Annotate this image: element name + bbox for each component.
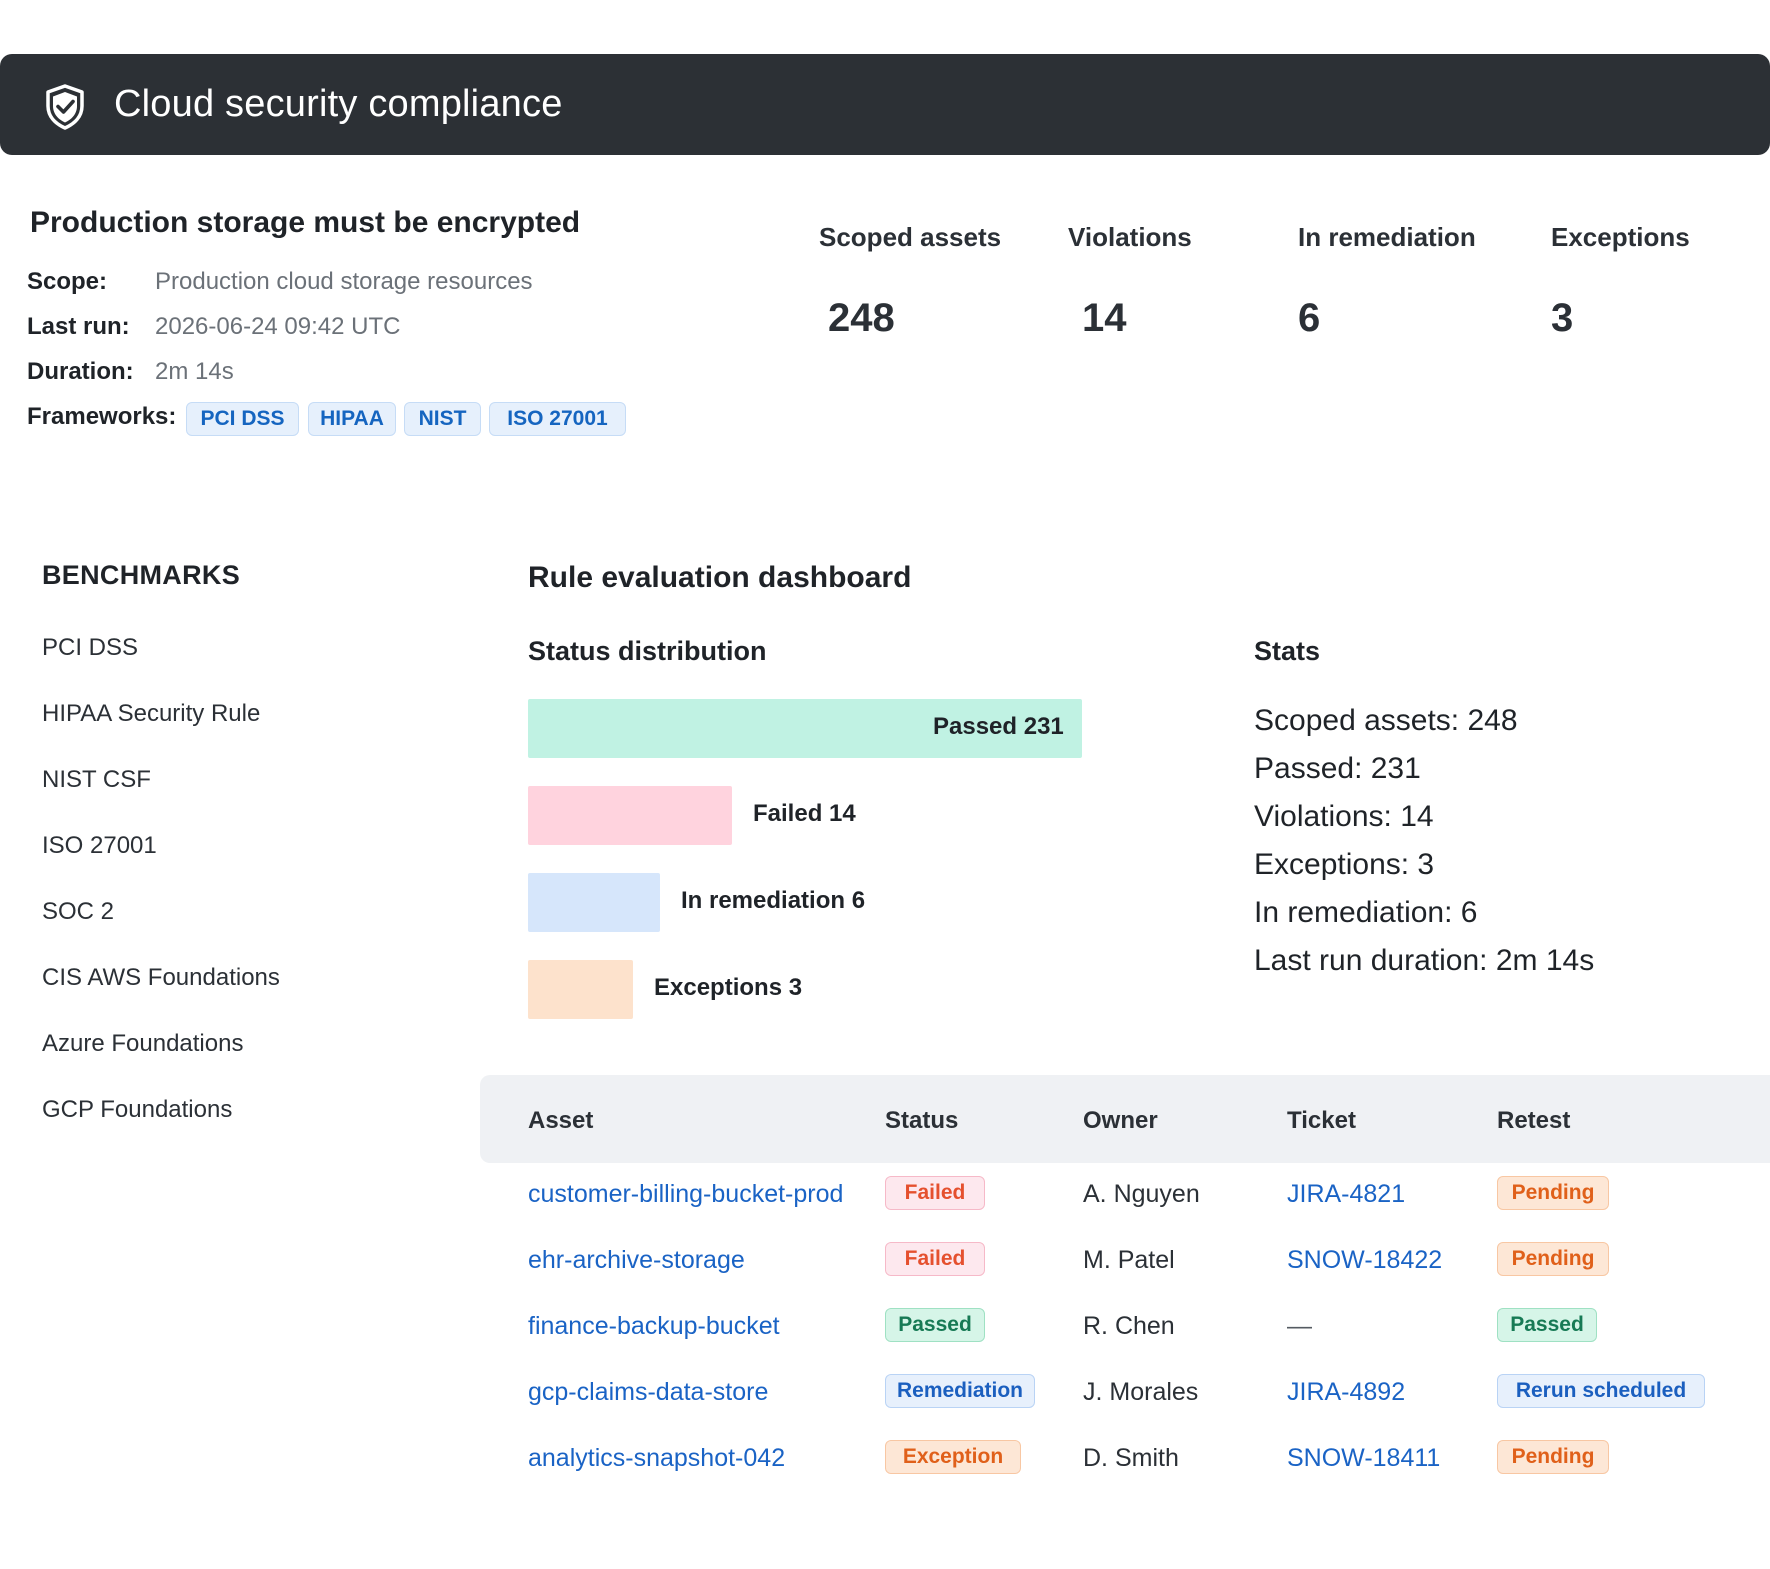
last-run-value: 2026-06-24 09:42 UTC xyxy=(155,313,401,340)
kpi-value: 6 xyxy=(1298,296,1321,340)
retest-badge: Pending xyxy=(1497,1242,1609,1276)
kpi-value: 3 xyxy=(1551,296,1574,340)
ticket-link[interactable]: SNOW-18422 xyxy=(1287,1246,1443,1274)
benchmark-item-gcp[interactable]: GCP Foundations xyxy=(42,1096,233,1123)
retest-badge: Pending xyxy=(1497,1176,1609,1210)
last-run-label: Last run: xyxy=(27,313,130,340)
stat-violations: Violations: 14 xyxy=(1254,800,1434,833)
asset-link[interactable]: ehr-archive-storage xyxy=(528,1246,745,1274)
column-header-owner[interactable]: Owner xyxy=(1083,1107,1158,1134)
benchmark-item-iso-27001[interactable]: ISO 27001 xyxy=(42,832,157,859)
framework-chip[interactable]: HIPAA xyxy=(308,402,396,436)
scope-value: Production cloud storage resources xyxy=(155,268,533,295)
owner-cell: R. Chen xyxy=(1083,1312,1175,1340)
benchmark-item-pci-dss[interactable]: PCI DSS xyxy=(42,634,139,661)
stat-last-run-duration: Last run duration: 2m 14s xyxy=(1254,944,1595,977)
shield-check-icon xyxy=(44,84,86,135)
bar-label-failed: Failed 14 xyxy=(753,800,856,827)
owner-cell: D. Smith xyxy=(1083,1444,1179,1472)
scope-label: Scope: xyxy=(27,268,108,295)
status-badge: Failed xyxy=(885,1176,985,1210)
stat-exceptions: Exceptions: 3 xyxy=(1254,848,1435,881)
framework-chip[interactable]: NIST xyxy=(404,402,481,436)
asset-link[interactable]: customer-billing-bucket-prod xyxy=(528,1180,844,1208)
status-badge: Passed xyxy=(885,1308,985,1342)
bar-failed xyxy=(528,786,732,845)
benchmark-item-nist-csf[interactable]: NIST CSF xyxy=(42,766,151,793)
owner-cell: J. Morales xyxy=(1083,1378,1199,1406)
duration-value: 2m 14s xyxy=(155,358,234,385)
status-badge: Failed xyxy=(885,1242,985,1276)
duration-label: Duration: xyxy=(27,358,134,385)
asset-link[interactable]: analytics-snapshot-042 xyxy=(528,1444,786,1472)
column-header-asset[interactable]: Asset xyxy=(528,1107,594,1134)
kpi-value: 248 xyxy=(828,296,895,340)
kpi-label: In remediation xyxy=(1298,222,1476,252)
owner-cell: M. Patel xyxy=(1083,1246,1175,1274)
bar-passed xyxy=(528,699,1082,758)
stat-passed: Passed: 231 xyxy=(1254,752,1421,785)
kpi-label: Exceptions xyxy=(1551,222,1690,252)
stat-scoped-assets: Scoped assets: 248 xyxy=(1254,704,1518,737)
kpi-label: Scoped assets xyxy=(819,222,1002,252)
app-header: Cloud security compliance xyxy=(0,54,1770,155)
dashboard-title: Rule evaluation dashboard xyxy=(528,561,912,594)
benchmark-item-azure[interactable]: Azure Foundations xyxy=(42,1030,244,1057)
bar-label-passed: Passed 231 xyxy=(933,713,1064,740)
ticket-cell-empty: — xyxy=(1287,1312,1312,1340)
owner-cell: A. Nguyen xyxy=(1083,1180,1200,1208)
column-header-retest[interactable]: Retest xyxy=(1497,1107,1571,1134)
benchmarks-heading: BENCHMARKS xyxy=(42,560,240,590)
ticket-link[interactable]: JIRA-4821 xyxy=(1287,1180,1406,1208)
kpi-label: Violations xyxy=(1068,222,1192,252)
table-header xyxy=(480,1075,1770,1163)
rule-title: Production storage must be encrypted xyxy=(30,206,581,239)
benchmark-item-cis-aws[interactable]: CIS AWS Foundations xyxy=(42,964,280,991)
frameworks-label: Frameworks: xyxy=(27,403,177,430)
asset-link[interactable]: finance-backup-bucket xyxy=(528,1312,780,1340)
kpi-value: 14 xyxy=(1082,296,1127,340)
ticket-link[interactable]: SNOW-18411 xyxy=(1287,1444,1441,1472)
app-title: Cloud security compliance xyxy=(114,83,563,125)
retest-badge: Pending xyxy=(1497,1440,1609,1474)
stat-in-remediation: In remediation: 6 xyxy=(1254,896,1478,929)
benchmark-item-soc-2[interactable]: SOC 2 xyxy=(42,898,115,925)
status-distribution-title: Status distribution xyxy=(528,636,767,666)
asset-link[interactable]: gcp-claims-data-store xyxy=(528,1378,769,1406)
stats-title: Stats xyxy=(1254,636,1321,666)
framework-chip[interactable]: ISO 27001 xyxy=(489,402,626,436)
bar-label-in-remediation: In remediation 6 xyxy=(681,887,866,914)
column-header-status[interactable]: Status xyxy=(885,1107,959,1134)
column-header-ticket[interactable]: Ticket xyxy=(1287,1107,1356,1134)
framework-chip[interactable]: PCI DSS xyxy=(186,402,299,436)
status-badge: Exception xyxy=(885,1440,1021,1474)
benchmark-item-hipaa[interactable]: HIPAA Security Rule xyxy=(42,700,261,727)
retest-badge: Passed xyxy=(1497,1308,1597,1342)
bar-in-remediation xyxy=(528,873,660,932)
ticket-link[interactable]: JIRA-4892 xyxy=(1287,1378,1406,1406)
status-badge: Remediation xyxy=(885,1374,1035,1408)
bar-exceptions xyxy=(528,960,633,1019)
retest-badge: Rerun scheduled xyxy=(1497,1374,1705,1408)
bar-label-exceptions: Exceptions 3 xyxy=(654,974,803,1001)
